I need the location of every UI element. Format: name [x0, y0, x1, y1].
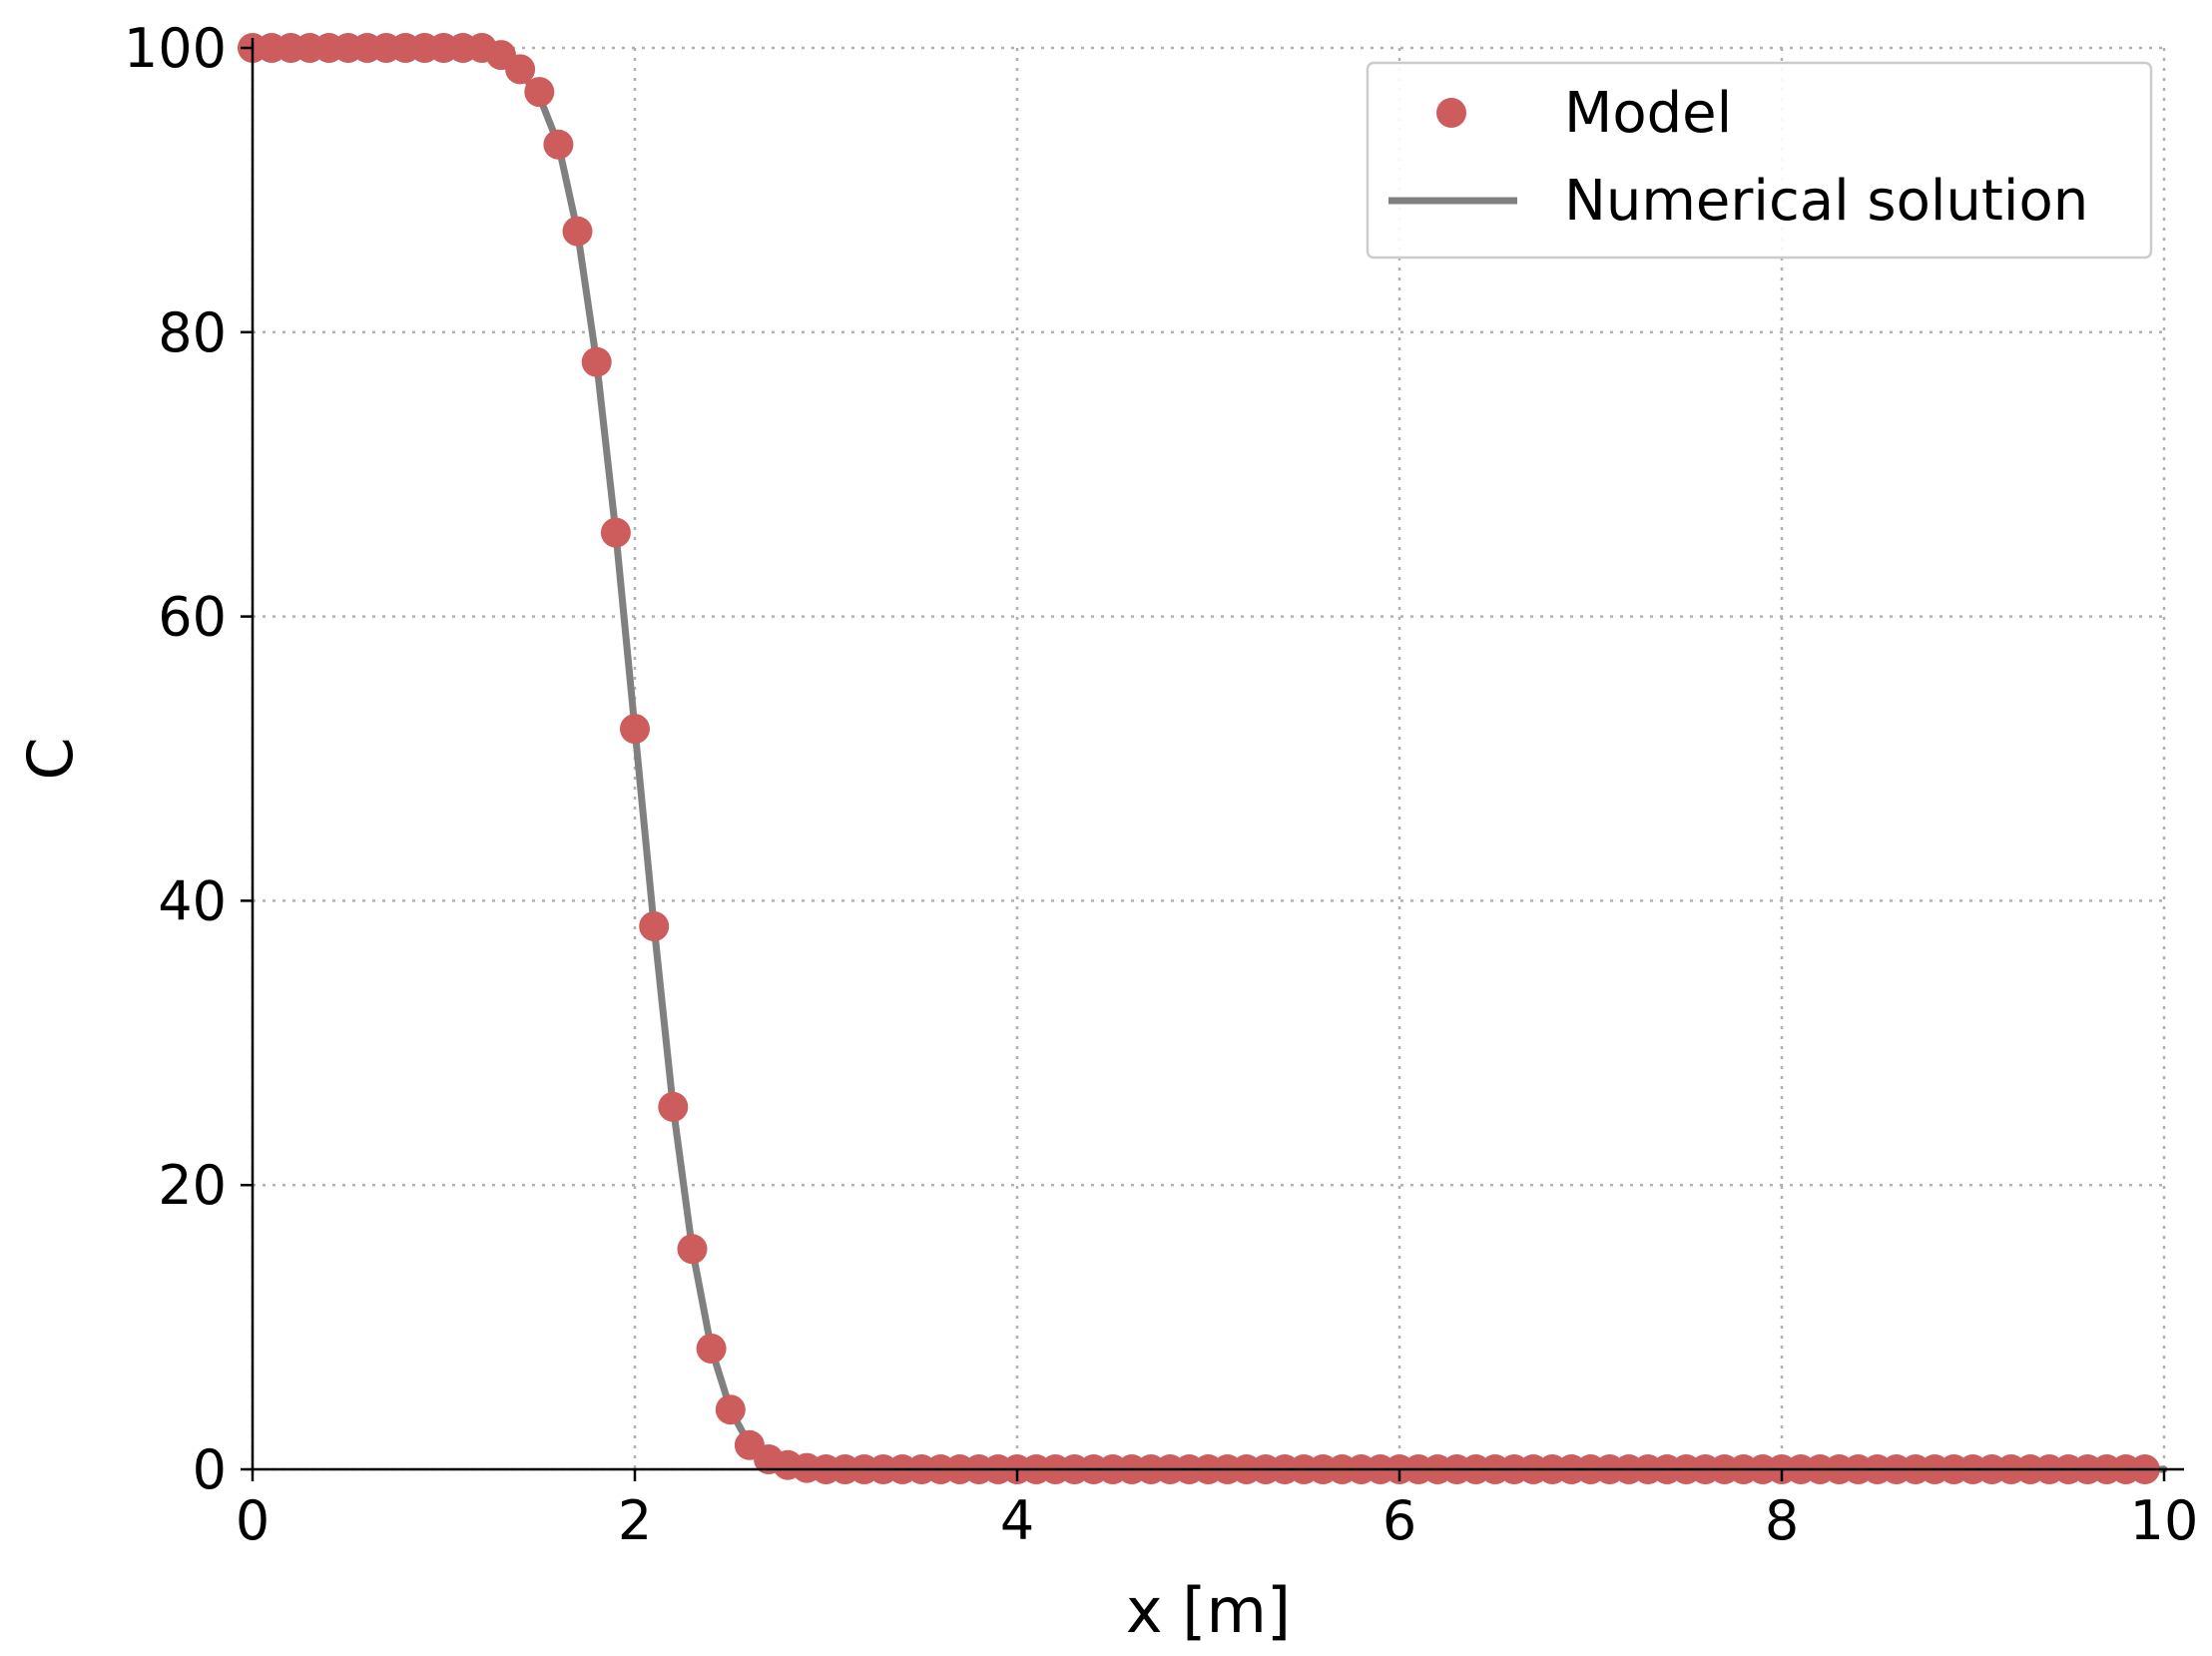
model-point — [562, 216, 593, 247]
model-point — [600, 517, 631, 548]
model-point — [715, 1394, 746, 1425]
legend-box — [1366, 61, 2153, 260]
model-point — [505, 54, 536, 85]
y-tick-label: 40 — [158, 869, 227, 932]
model-point — [696, 1334, 727, 1364]
model-point — [524, 77, 555, 108]
model-point — [543, 129, 574, 160]
model-point — [658, 1091, 689, 1122]
y-axis-label: C — [14, 737, 87, 780]
model-point — [639, 911, 670, 941]
model-point — [581, 346, 612, 377]
line-layer — [249, 44, 2168, 1473]
y-tick-label: 0 — [193, 1438, 227, 1501]
y-tick-label: 80 — [158, 301, 227, 364]
y-tick-label: 20 — [158, 1154, 227, 1217]
legend-label-numerical: Numerical solution — [1564, 169, 2088, 234]
y-tick-label: 100 — [124, 17, 227, 80]
x-tick-label: 10 — [2130, 1489, 2199, 1552]
x-tick-label: 6 — [1382, 1489, 1416, 1552]
legend-label-model: Model — [1564, 81, 1732, 146]
x-tick-label: 0 — [236, 1489, 270, 1552]
y-tick-label: 60 — [158, 586, 227, 649]
marker-layer — [238, 33, 2160, 1484]
legend: Model Numerical solution — [1366, 61, 2153, 260]
x-tick-label: 8 — [1765, 1489, 1799, 1552]
x-axis-label: x [m] — [1126, 1574, 1291, 1647]
grid-layer — [251, 46, 2166, 1471]
x-tick-label: 2 — [618, 1489, 652, 1552]
numerical-solution-line — [249, 44, 2168, 1473]
x-tick-label: 4 — [1000, 1489, 1034, 1552]
legend-marker-model — [1436, 98, 1466, 128]
model-point — [677, 1234, 708, 1265]
model-point — [620, 714, 650, 745]
